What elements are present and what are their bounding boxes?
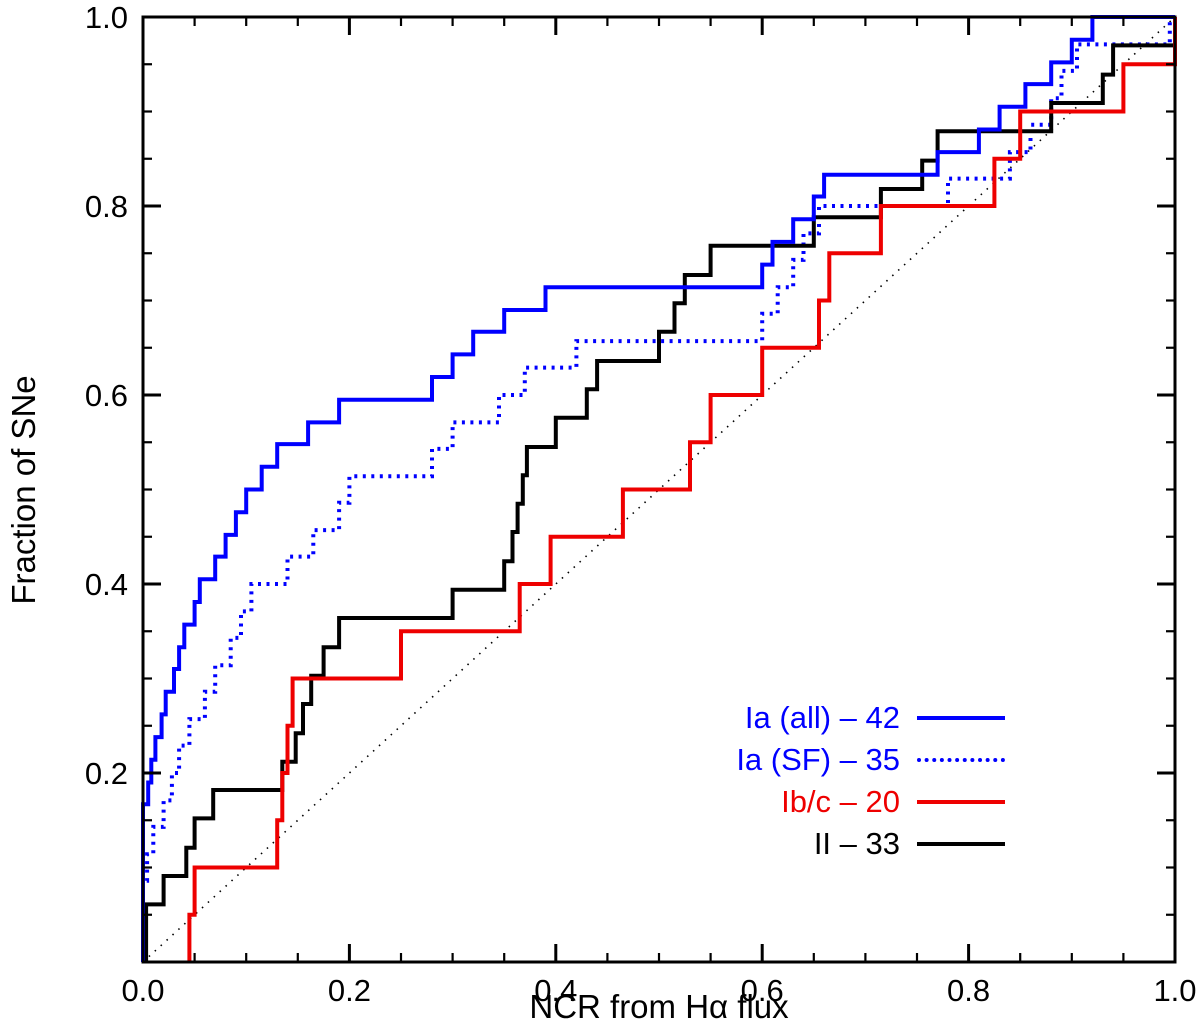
y-tick-label-0.6: 0.6 [85,378,128,413]
y-tick-label-0.8: 0.8 [85,189,128,224]
one-to-one-line [142,16,1176,963]
legend: Ia (all) – 42 Ia (SF) – 35 Ib/c – 20 II … [736,700,1005,861]
x-tick-label-0.0: 0.0 [121,973,164,1008]
legend-label-ia-sf: Ia (SF) – 35 [736,741,900,777]
series-line-ia-all [141,15,1175,962]
y-tick-label-0.4: 0.4 [85,567,128,602]
legend-entry-ibc: Ib/c – 20 [781,784,1005,819]
x-tick-label-0.6: 0.6 [741,973,784,1008]
legend-line-sample-solid-black [917,841,1005,846]
series-line-ib-c [187,17,1177,962]
legend-entry-ii: II – 33 [814,826,1005,861]
x-tick-label-0.4: 0.4 [534,973,577,1008]
legend-entry-ia-all: Ia (all) – 42 [745,700,1005,735]
legend-entry-ia-sf: Ia (SF) – 35 [736,742,1005,777]
y-axis-title: Fraction of SNe [5,375,42,605]
x-tick-label-0.2: 0.2 [328,973,371,1008]
y-tick-label-0.2: 0.2 [85,756,128,791]
legend-label-ii: II – 33 [813,825,900,861]
legend-line-sample-solid-blue [917,715,1005,720]
y-tick-label-1.0: 1.0 [85,0,128,35]
legend-label-ibc: Ib/c – 20 [781,783,900,819]
legend-line-sample-solid-red [917,799,1005,804]
x-tick-label-1.0: 1.0 [1153,973,1196,1008]
x-axis-title: NCR from Hα flux [529,988,789,1025]
legend-label-ia-all: Ia (all) – 42 [744,699,900,735]
x-tick-label-0.8: 0.8 [947,973,990,1008]
legend-line-sample-dotted-blue [917,757,1005,762]
series-line-ia-sf [141,15,1175,962]
